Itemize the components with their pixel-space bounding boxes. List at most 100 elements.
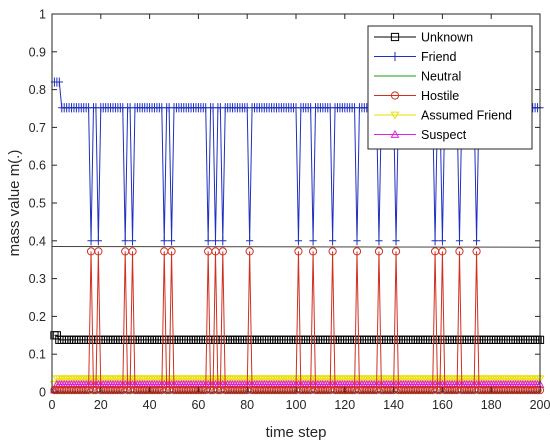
x-tick-label: 160 bbox=[432, 398, 453, 412]
data-point-friend bbox=[375, 236, 383, 246]
y-tick-label: 0.3 bbox=[29, 272, 46, 286]
data-point-hostile bbox=[455, 247, 464, 256]
legend-swatch-marker bbox=[390, 91, 400, 100]
data-point-friend bbox=[160, 236, 168, 246]
data-point-hostile bbox=[345, 386, 354, 395]
legend-label: Friend bbox=[421, 50, 456, 64]
x-tick-label: 120 bbox=[334, 398, 355, 412]
data-point-hostile bbox=[152, 386, 162, 395]
data-point-hostile bbox=[367, 386, 376, 395]
data-point-friend bbox=[353, 236, 361, 246]
data-point-hostile bbox=[196, 386, 205, 395]
data-point-hostile bbox=[238, 386, 247, 395]
y-tick-label: 0.5 bbox=[29, 197, 46, 211]
data-point-hostile bbox=[533, 386, 542, 395]
reference-line bbox=[51, 245, 541, 248]
legend-entry-neutral: Neutral bbox=[374, 70, 461, 84]
series-assumed-friend bbox=[49, 375, 545, 390]
legend-entry-suspect: Suspect bbox=[374, 128, 467, 142]
data-point-friend bbox=[246, 236, 254, 246]
data-point-hostile bbox=[374, 247, 384, 256]
series-line-hostile bbox=[54, 251, 540, 391]
data-point-friend bbox=[167, 236, 176, 246]
data-point-hostile bbox=[94, 247, 103, 256]
legend-label: Unknown bbox=[421, 31, 473, 45]
data-point-hostile bbox=[465, 386, 474, 395]
legend-swatch-marker bbox=[390, 32, 400, 42]
data-point-friend bbox=[121, 236, 129, 246]
legend-entry-unknown: Unknown bbox=[374, 31, 473, 45]
legend-label: Neutral bbox=[421, 70, 461, 84]
x-tick-label: 180 bbox=[481, 398, 502, 412]
y-tick-label: 0.8 bbox=[29, 83, 46, 97]
y-axis-label: mass value m(.) bbox=[6, 150, 23, 257]
y-tick-label: 0.4 bbox=[29, 234, 46, 248]
x-tick-label: 60 bbox=[191, 398, 205, 412]
data-point-hostile bbox=[391, 247, 401, 256]
x-tick-label: 100 bbox=[286, 398, 307, 412]
data-point-hostile bbox=[218, 247, 227, 256]
legend-box bbox=[367, 25, 533, 150]
data-point-friend bbox=[128, 236, 137, 246]
data-point-hostile bbox=[438, 247, 447, 256]
data-point-hostile bbox=[352, 247, 362, 256]
data-point-hostile bbox=[301, 386, 310, 395]
legend: Unknown Friend Neutral Hostile Assumed Frien… bbox=[367, 25, 533, 150]
data-point-friend bbox=[94, 236, 102, 246]
x-tick-label: 0 bbox=[49, 398, 56, 412]
data-point-unknown bbox=[52, 331, 61, 340]
data-point-hostile bbox=[294, 247, 303, 256]
data-point-friend bbox=[392, 236, 400, 246]
plot-frame bbox=[51, 13, 541, 393]
data-point-hostile bbox=[128, 247, 137, 256]
data-point-hostile bbox=[472, 247, 481, 256]
data-point-friend bbox=[204, 236, 212, 246]
legend-entry-assumed-friend: Assumed Friend bbox=[374, 109, 512, 123]
y-tick-label: 0.1 bbox=[29, 348, 46, 362]
data-point-hostile bbox=[167, 247, 176, 256]
x-tick-label: 80 bbox=[240, 398, 254, 412]
data-point-hostile bbox=[384, 386, 393, 395]
data-point-friend bbox=[87, 236, 95, 246]
legend-swatch-marker bbox=[390, 111, 400, 120]
data-point-friend bbox=[211, 236, 220, 246]
data-point-hostile bbox=[531, 386, 540, 395]
ticks-layer: 0 20 40 60 80 100 120 140 160 180 200 0 0.1 0.2 0.3 0.4… bbox=[29, 8, 550, 413]
legend-swatch-marker bbox=[391, 51, 399, 62]
y-tick-label: 0.9 bbox=[29, 45, 46, 59]
data-point-hostile bbox=[287, 386, 296, 395]
data-point-hostile bbox=[79, 386, 88, 395]
x-tick-label: 140 bbox=[383, 398, 404, 412]
legend-label: Assumed Friend bbox=[421, 109, 512, 123]
data-point-friend bbox=[329, 236, 337, 246]
x-tick-label: 20 bbox=[94, 398, 108, 412]
data-point-friend bbox=[219, 236, 227, 246]
series-hostile bbox=[50, 247, 545, 395]
legend-entry-friend: Friend bbox=[374, 50, 456, 64]
x-tick-label: 40 bbox=[143, 398, 157, 412]
y-tick-label: 0.6 bbox=[29, 159, 46, 173]
data-point-hostile bbox=[308, 247, 318, 256]
y-tick-label: 0.7 bbox=[29, 121, 46, 135]
legend-label: Suspect bbox=[421, 128, 467, 142]
y-tick-label: 1 bbox=[39, 8, 46, 22]
data-point-hostile bbox=[448, 386, 457, 395]
data-point-friend bbox=[472, 236, 481, 246]
legend-entry-hostile: Hostile bbox=[374, 89, 459, 103]
data-point-friend bbox=[294, 236, 303, 246]
data-point-friend bbox=[309, 236, 317, 246]
x-tick-label: 200 bbox=[530, 398, 550, 412]
data-point-friend bbox=[438, 236, 446, 246]
data-point-hostile bbox=[245, 247, 254, 256]
data-point-friend bbox=[55, 77, 63, 87]
y-tick-label: 0.2 bbox=[29, 310, 46, 324]
legend-label: Hostile bbox=[421, 89, 459, 103]
x-axis-label: time step bbox=[266, 424, 327, 441]
legend-swatch-marker bbox=[390, 129, 400, 138]
data-point-friend bbox=[455, 236, 464, 246]
data-point-hostile bbox=[113, 386, 122, 395]
data-point-hostile bbox=[321, 386, 330, 395]
data-point-friend bbox=[431, 236, 439, 246]
data-point-hostile bbox=[328, 247, 337, 256]
